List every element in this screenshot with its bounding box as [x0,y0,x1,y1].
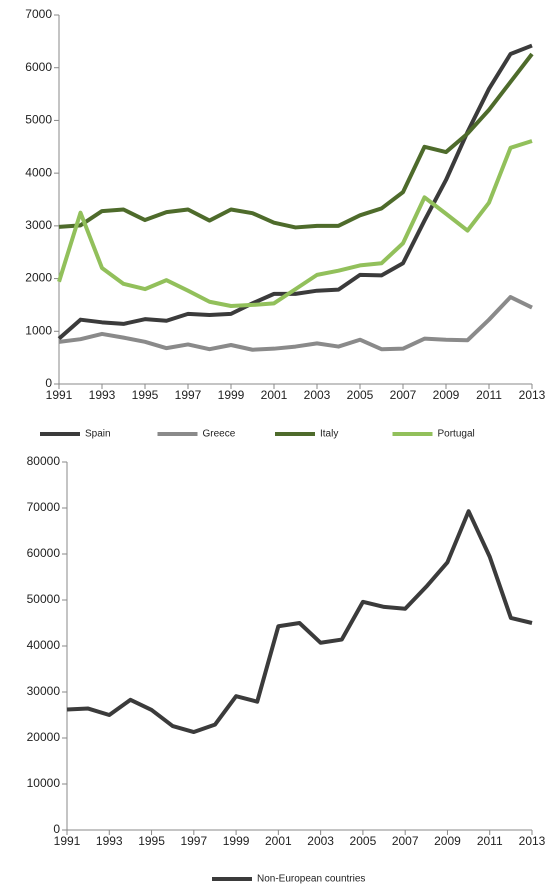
x-tick-label: 1997 [180,834,207,848]
x-tick-label: 2007 [390,388,417,402]
y-tick-label: 4000 [25,165,52,179]
x-tick-label: 2007 [392,834,419,848]
x-tick-label: 2013 [519,388,546,402]
legend-label: Italy [320,429,338,440]
x-tick-label: 2005 [347,388,374,402]
series-line [66,509,533,735]
x-tick-label: 1993 [89,388,116,402]
x-tick-label: 2011 [477,834,503,848]
x-tick-label: 1999 [218,388,245,402]
x-tick-label: 2009 [433,388,460,402]
x-tick-label: 2001 [261,388,288,402]
x-tick-label: 2013 [519,834,546,848]
x-tick-label: 2001 [265,834,292,848]
x-tick-label: 2005 [350,834,377,848]
y-tick-label: 3000 [25,218,52,232]
y-tick-label: 40000 [27,638,61,652]
x-tick-label: 2003 [307,834,334,848]
x-tick-label: 1999 [223,834,250,848]
x-tick-label: 1991 [46,388,73,402]
y-tick-label: 60000 [27,546,61,560]
y-tick-label: 1000 [25,323,52,337]
y-tick-label: 20000 [27,730,61,744]
x-tick-label: 1997 [175,388,202,402]
x-tick-label: 1993 [96,834,123,848]
y-tick-label: 30000 [27,684,61,698]
x-tick-label: 1995 [132,388,159,402]
series-line [58,295,533,352]
series-line [58,52,534,230]
x-tick-label: 1991 [54,834,81,848]
series-line [57,139,533,308]
y-tick-label: 80000 [27,454,61,468]
legend-label: Greece [203,429,236,440]
y-tick-label: 10000 [27,776,61,790]
x-tick-label: 2011 [476,388,502,402]
x-tick-label: 1995 [138,834,165,848]
legend-label: Spain [85,429,111,440]
y-tick-label: 7000 [25,7,52,21]
y-tick-label: 6000 [25,60,52,74]
y-tick-label: 2000 [25,271,52,285]
y-tick-label: 0 [53,822,60,836]
x-tick-label: 2003 [304,388,331,402]
series-line [57,43,533,341]
legend-label: Non-European countries [257,874,365,885]
y-tick-label: 0 [45,376,52,390]
legend-label: Portugal [438,429,475,440]
y-tick-label: 70000 [27,500,61,514]
y-tick-label: 50000 [27,592,61,606]
x-tick-label: 2009 [434,834,461,848]
y-tick-label: 5000 [25,113,52,127]
